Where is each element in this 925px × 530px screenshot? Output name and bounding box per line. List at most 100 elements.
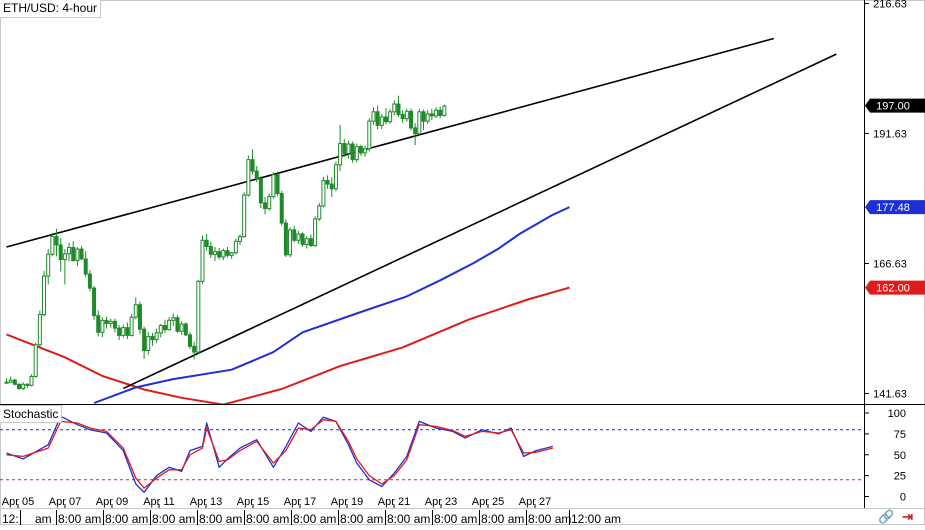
candle [75,247,80,267]
sma-slow-line [6,286,570,404]
candle [321,176,326,208]
candle [225,247,230,258]
candle [162,319,167,333]
candle [329,177,334,198]
candle-body [37,314,42,346]
candle-body [104,319,109,324]
candle-body [129,316,134,336]
trendline-upper [6,37,774,248]
date-tick-label: Apr 13 [190,496,222,508]
candle-body [117,327,122,336]
candle-body [338,143,343,166]
candle [242,192,247,238]
candle [62,249,67,285]
candle-body [96,315,101,333]
candle [258,176,263,209]
candle [21,382,26,391]
candle [100,317,105,337]
arrow-icon[interactable]: ⇥ [902,509,914,524]
candle [117,325,122,341]
candle [317,202,322,222]
candle [346,140,351,159]
price-axis: 216.63 191.63 166.63 141.63 [864,0,907,401]
link-icon[interactable]: 🔗 [877,509,895,524]
price-tag-sma_fast [865,200,925,215]
stochastic-d-line [6,419,553,489]
candle [383,108,388,125]
candle-body [308,238,313,246]
candle-body [75,248,80,262]
candle [217,248,222,260]
candle-body [58,244,63,260]
candle-body [21,383,26,389]
candle [154,328,159,344]
candle [363,145,368,157]
candle-body [217,251,222,258]
candle-body [108,320,113,324]
candle-body [400,113,405,120]
candle [29,374,34,387]
candle-body [142,328,147,351]
candle-body [50,236,55,255]
candle [413,123,418,146]
candle-body [434,109,439,117]
candle-body [358,146,363,154]
trendlines [6,37,837,390]
candle-body [179,323,184,332]
candle-body [271,174,276,198]
date-tick-label: Apr 09 [96,496,128,508]
date-tick-label: Apr 19 [331,496,363,508]
price-tag-price [865,98,925,113]
candle [96,310,101,337]
candle-body [296,233,301,241]
candle [150,332,155,346]
candle-body [442,105,447,116]
candle-body [192,345,197,353]
candle-body [425,113,430,122]
candle-body [292,229,297,241]
candle [104,316,109,329]
price-tag-label: 162.00 [876,283,910,295]
candle-body [46,253,51,277]
candle [233,238,238,255]
time-label: 8:00 am [105,512,148,525]
candle-body [12,379,17,385]
candle-body [200,239,205,282]
stochastic-tick-label: 75 [894,429,906,441]
candle [92,286,97,320]
candle-body [392,103,397,113]
candle [304,236,309,249]
candle [192,341,197,360]
candle-body [250,159,255,172]
candle-body [229,252,234,256]
candle-body [342,143,347,154]
date-tick-label: Apr 25 [472,496,504,508]
time-label-leading: 12: [2,512,19,525]
candle-body [183,323,188,336]
candle [438,106,443,119]
corner-toolbar: 🔗 ⇥ [866,509,925,525]
candle-body [196,280,201,353]
candle-body [413,127,418,135]
candle-body [67,247,72,255]
candle [129,314,134,337]
price-tick-label: 141.63 [873,389,907,401]
candle-body [208,245,213,255]
candle [42,270,47,317]
candle-body [42,275,47,316]
date-axis: Apr 05 Apr 07 Apr 09 Apr 11 Apr 13 Apr 15 Apr … [2,496,551,508]
candle [388,109,393,124]
candle-body [329,183,334,190]
time-label: 8:00 am [246,512,289,525]
candle-body [154,332,159,341]
candle [254,165,259,183]
candle [429,108,434,121]
trendline-lower [122,53,837,390]
candle [371,107,376,125]
candle-body [171,317,176,321]
candle-body [246,159,251,196]
candle [375,105,380,130]
